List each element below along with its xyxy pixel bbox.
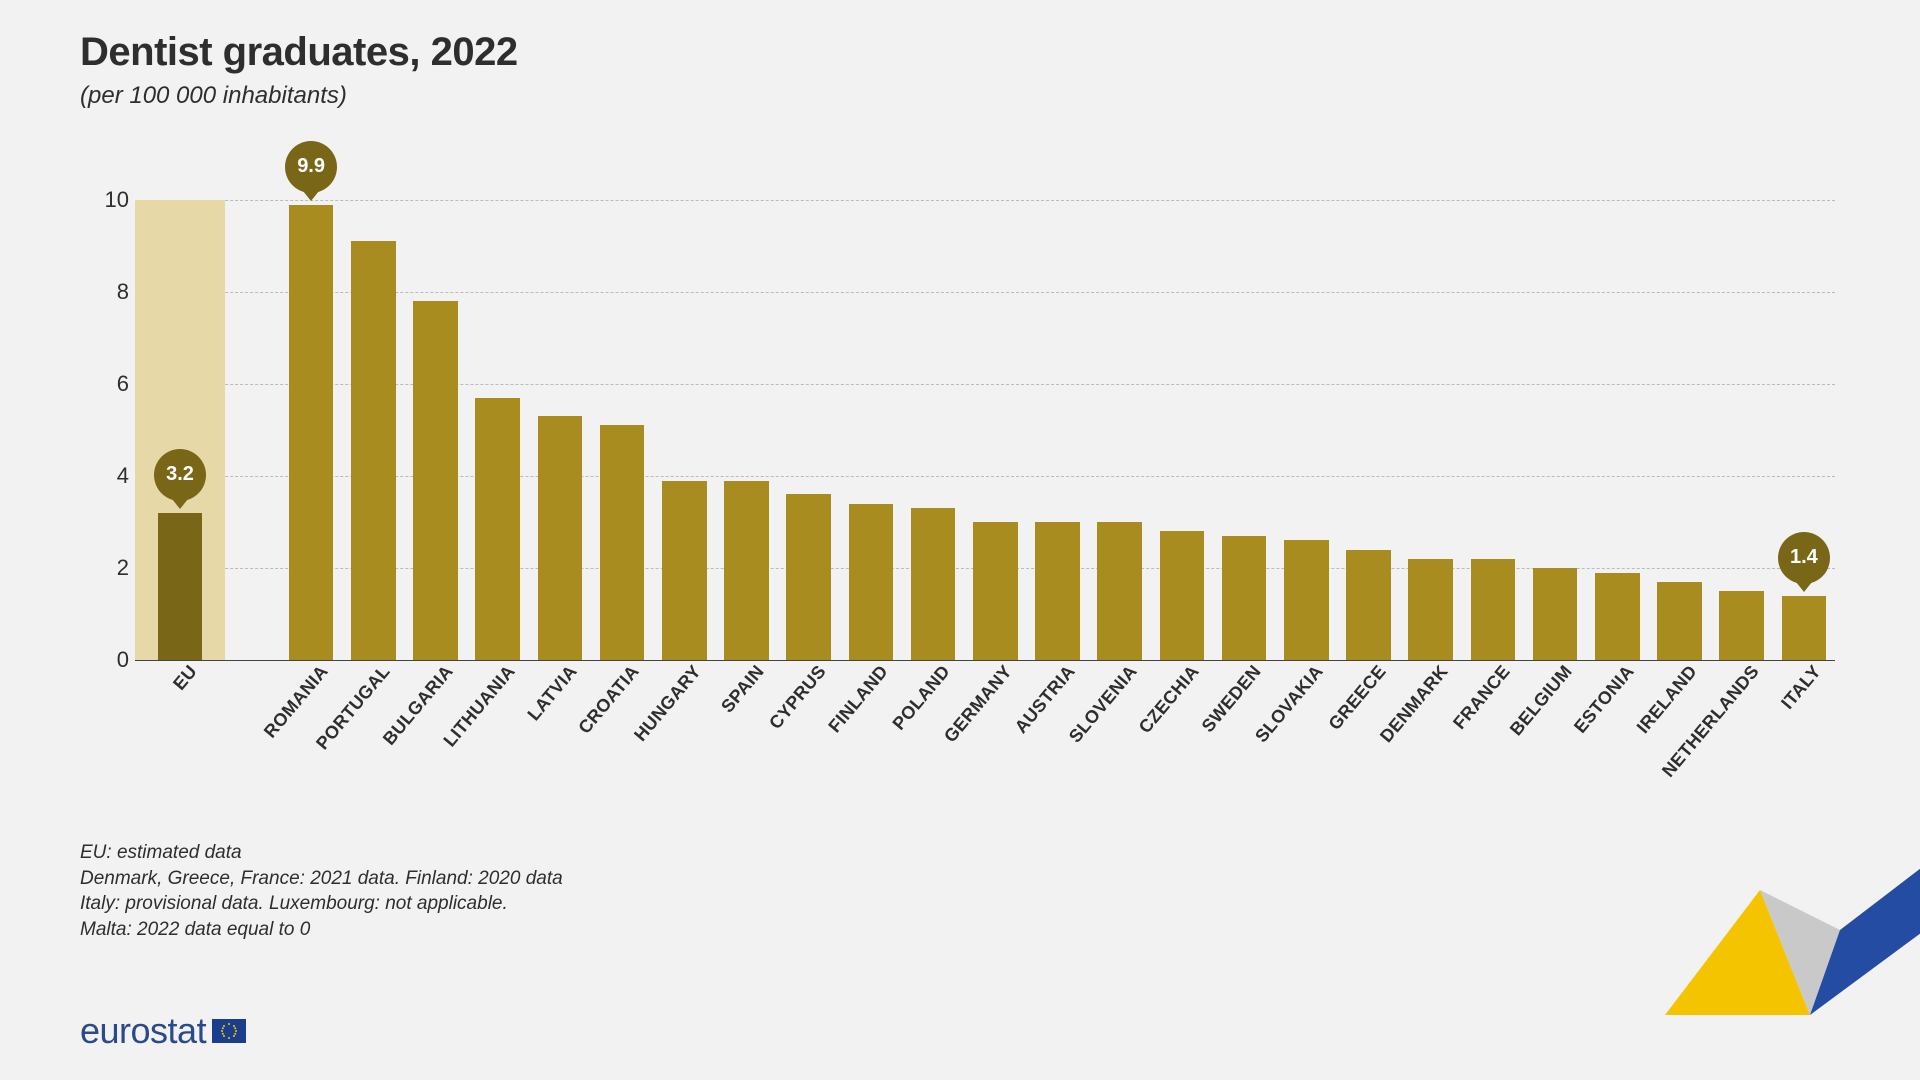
x-label: POLAND: [889, 661, 955, 734]
value-bubble: 9.9: [285, 141, 337, 193]
footnote-line: Denmark, Greece, France: 2021 data. Finl…: [80, 866, 563, 892]
bar-denmark: [1408, 559, 1453, 660]
plot-area: 02468103.2EUROMANIA9.9PORTUGALBULGARIALI…: [135, 200, 1835, 660]
bar-eu: [158, 513, 201, 660]
x-label: LATVIA: [523, 661, 581, 725]
decorative-swoosh-icon: [1665, 865, 1920, 1015]
y-tick-label: 8: [93, 279, 129, 305]
bar-latvia: [538, 416, 583, 660]
bar-hungary: [662, 481, 707, 660]
bar-netherlands: [1719, 591, 1764, 660]
bar-france: [1471, 559, 1516, 660]
bar-lithuania: [475, 398, 520, 660]
bar-czechia: [1160, 531, 1205, 660]
x-label: SWEDEN: [1198, 661, 1266, 736]
x-label: CZECHIA: [1135, 661, 1204, 737]
y-tick-label: 10: [93, 187, 129, 213]
x-label: ITALY: [1777, 661, 1826, 713]
bar-cyprus: [786, 494, 831, 660]
x-axis: [135, 660, 1835, 661]
x-label: FRANCE: [1449, 661, 1514, 733]
bar-austria: [1035, 522, 1080, 660]
x-label: CYPRUS: [765, 661, 830, 733]
eurostat-logo: eurostat: [80, 1010, 246, 1052]
x-label: EU: [169, 661, 202, 694]
bar-bulgaria: [413, 301, 458, 660]
bar-portugal: [351, 241, 396, 660]
footnote-line: Italy: provisional data. Luxembourg: not…: [80, 891, 563, 917]
footnote-line: Malta: 2022 data equal to 0: [80, 917, 563, 943]
bar-greece: [1346, 550, 1391, 660]
bar-estonia: [1595, 573, 1640, 660]
y-tick-label: 4: [93, 463, 129, 489]
logo-text: eurostat: [80, 1010, 206, 1052]
y-tick-label: 2: [93, 555, 129, 581]
value-bubble: 3.2: [154, 449, 206, 501]
bar-sweden: [1222, 536, 1267, 660]
x-label: FINLAND: [824, 661, 892, 737]
bar-italy: [1782, 596, 1827, 660]
gridline: [135, 200, 1835, 201]
bar-slovenia: [1097, 522, 1142, 660]
y-tick-label: 0: [93, 647, 129, 673]
x-label: GREECE: [1324, 661, 1390, 734]
eu-flag-icon: [212, 1019, 246, 1043]
bar-slovakia: [1284, 540, 1329, 660]
x-label: SPAIN: [717, 661, 769, 717]
x-label: BELGIUM: [1506, 661, 1577, 740]
x-label: AUSTRIA: [1010, 661, 1079, 737]
bar-ireland: [1657, 582, 1702, 660]
bar-belgium: [1533, 568, 1578, 660]
footnotes: EU: estimated dataDenmark, Greece, Franc…: [80, 840, 563, 943]
bar-romania: [289, 205, 334, 660]
bar-finland: [849, 504, 894, 660]
bar-croatia: [600, 425, 645, 660]
x-label: ESTONIA: [1570, 661, 1639, 737]
bar-germany: [973, 522, 1018, 660]
footnote-line: EU: estimated data: [80, 840, 563, 866]
y-tick-label: 6: [93, 371, 129, 397]
value-bubble: 1.4: [1778, 532, 1830, 584]
bar-spain: [724, 481, 769, 660]
bar-poland: [911, 508, 956, 660]
chart-subtitle: (per 100 000 inhabitants): [80, 82, 347, 110]
bar-chart: 02468103.2EUROMANIA9.9PORTUGALBULGARIALI…: [80, 140, 1840, 760]
x-label: IRELAND: [1632, 661, 1701, 737]
chart-title: Dentist graduates, 2022: [80, 30, 518, 75]
